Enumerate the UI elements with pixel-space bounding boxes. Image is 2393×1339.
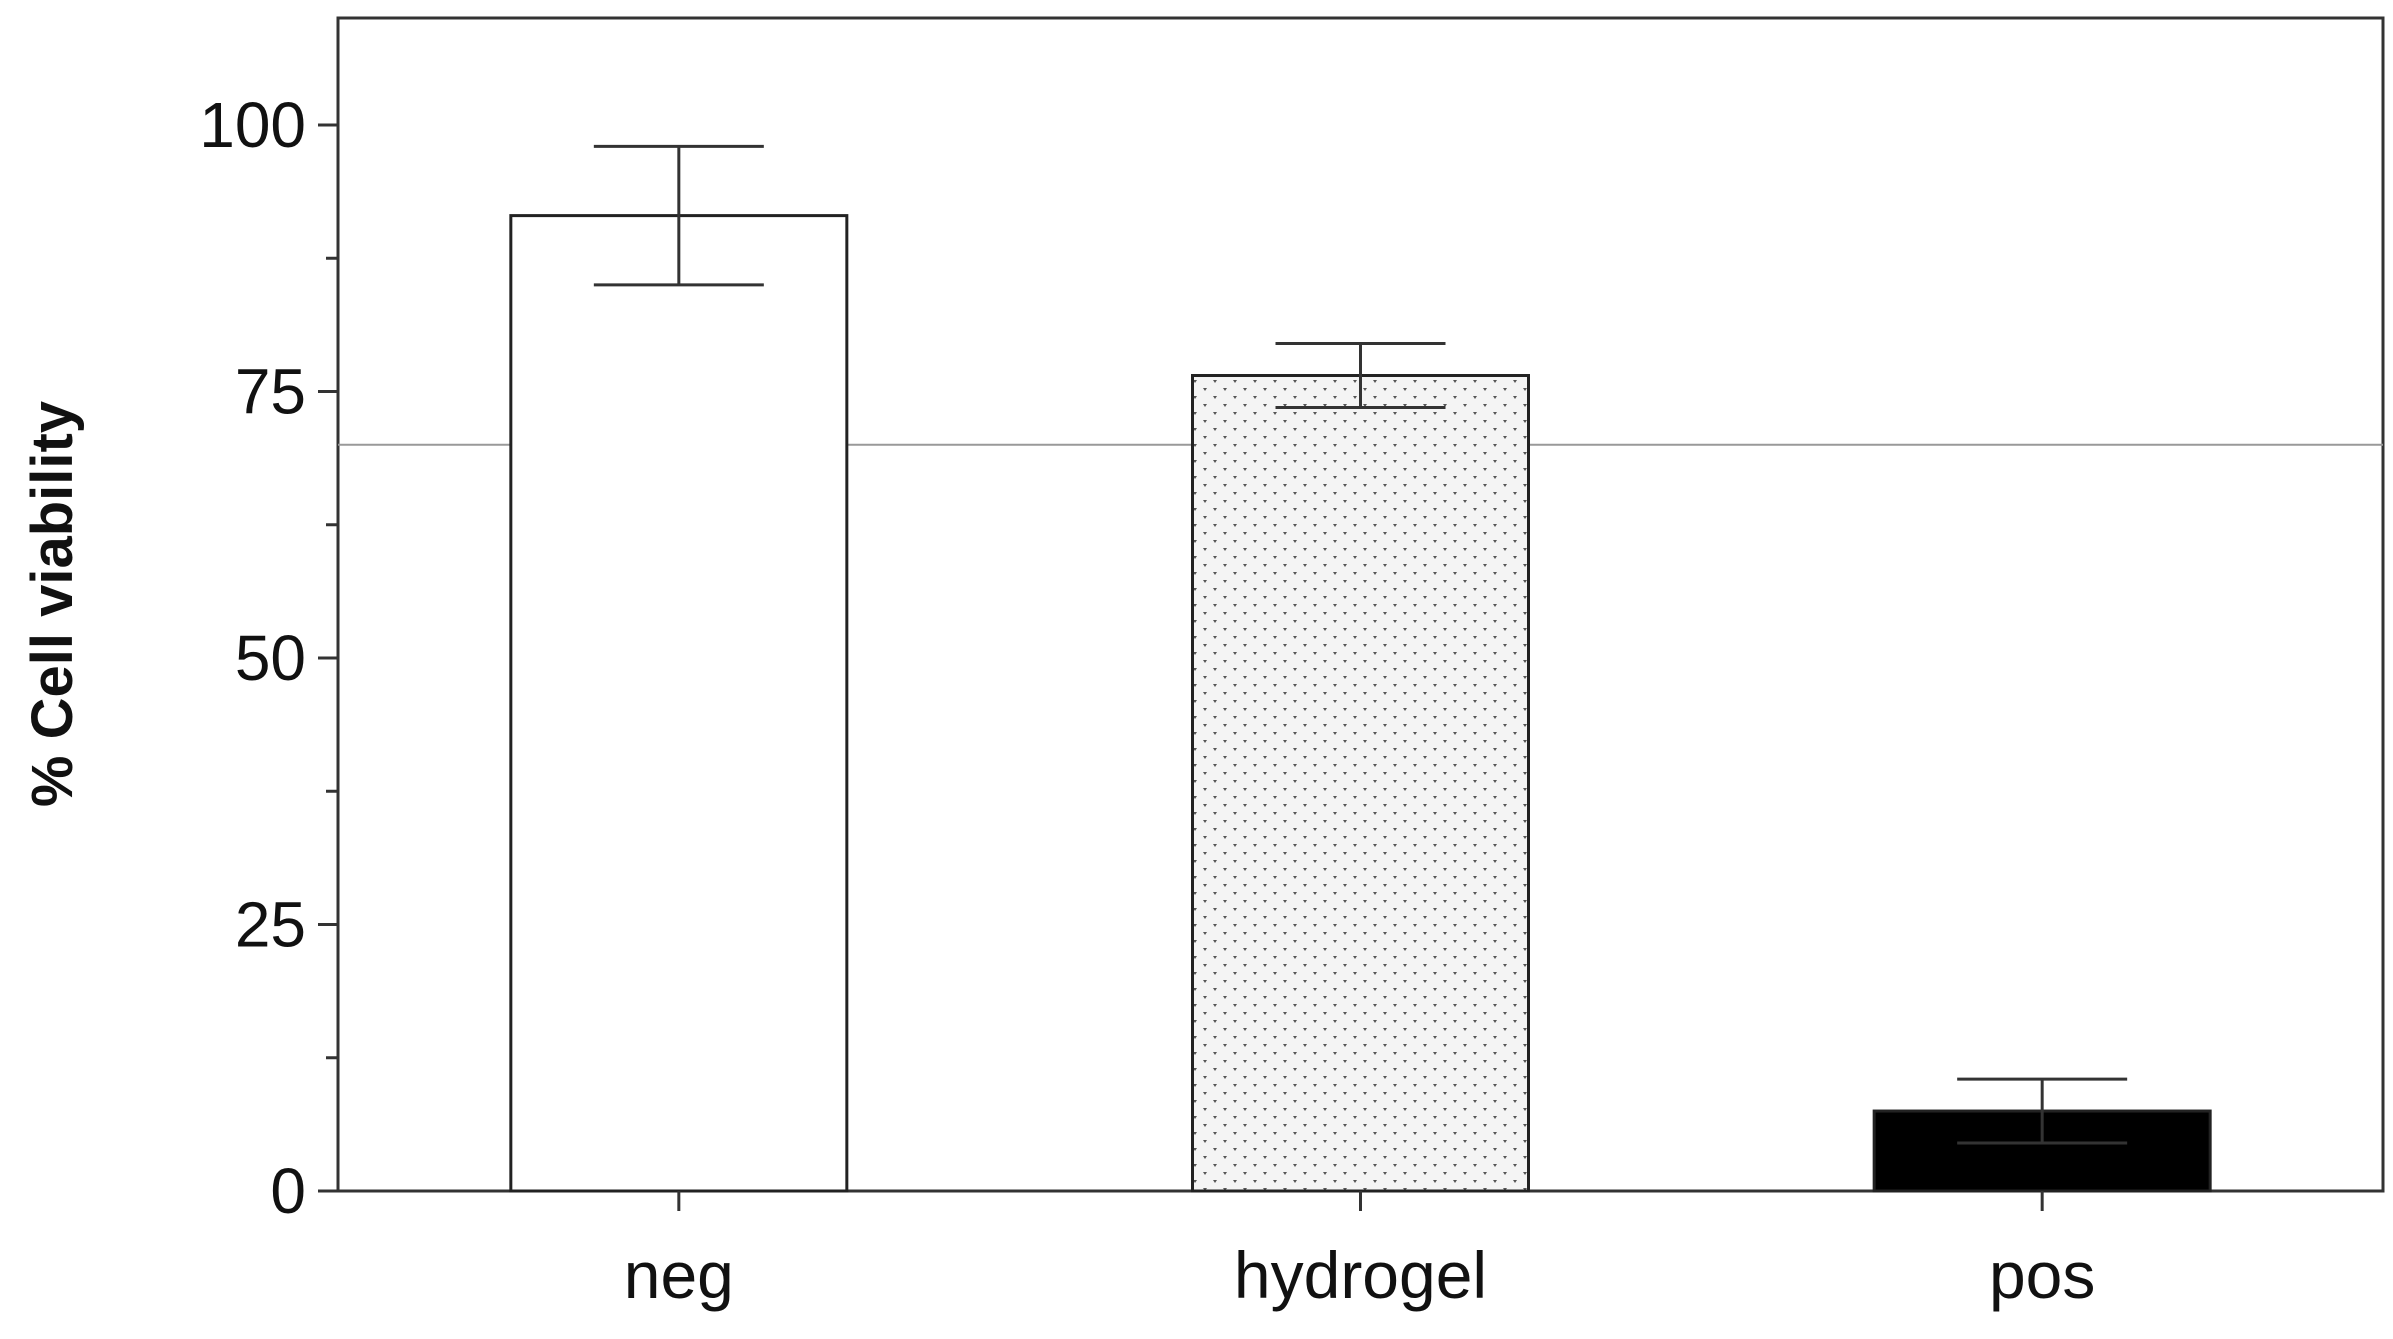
bar-hydrogel	[1191, 374, 1530, 1193]
y-axis: 0 25 50 75 100	[199, 89, 338, 1227]
y-tick-label: 50	[235, 622, 306, 694]
bar-neg	[509, 214, 849, 1193]
y-tick-label: 0	[270, 1155, 306, 1227]
y-tick-label: 100	[199, 89, 306, 161]
x-tick-label: hydrogel	[1234, 1238, 1487, 1312]
bars-group	[509, 144, 2212, 1193]
y-tick-label: 75	[235, 356, 306, 428]
x-tick-label: neg	[624, 1238, 734, 1312]
x-axis: neg hydrogel pos	[624, 1191, 2095, 1312]
y-axis-label: % Cell viability	[20, 401, 85, 807]
y-tick-label: 25	[235, 889, 306, 961]
x-tick-label: pos	[1989, 1238, 2095, 1312]
